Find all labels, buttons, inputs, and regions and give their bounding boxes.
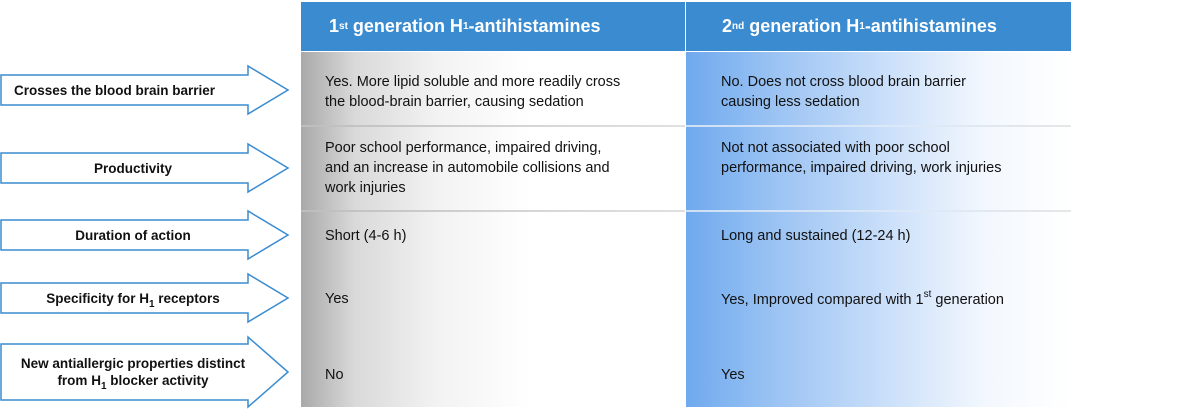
cell-2nd-blood-brain-barrier: No. Does not cross blood brain barrier c…	[721, 72, 1056, 112]
cell-1st-blood-brain-barrier: Yes. More lipid soluble and more readily…	[325, 72, 670, 112]
cell-1st-duration: Short (4-6 h)	[325, 226, 670, 246]
cell-line: Short (4-6 h)	[325, 228, 407, 244]
second-generation-column	[686, 52, 1071, 407]
row-label: Productivity	[93, 160, 172, 176]
cell-1st-antiallergic: No	[325, 365, 670, 385]
cell-line: No. Does not cross blood brain barrier	[721, 74, 967, 90]
cell-line: causing less sedation	[721, 94, 860, 110]
arrow-label-duration: Duration of action	[0, 209, 290, 261]
arrow-shape	[0, 272, 290, 324]
cell-line: work injuries	[325, 180, 406, 196]
cell-line: Long and sustained (12-24 h)	[721, 228, 911, 244]
row-divider	[686, 210, 1071, 212]
cell-line: Yes	[721, 367, 745, 383]
arrow-shape	[0, 64, 290, 116]
cell-line: performance, impaired driving, work inju…	[721, 160, 1002, 176]
cell-line: the blood-brain barrier, causing sedatio…	[325, 94, 584, 110]
cell-line: Poor school performance, impaired drivin…	[325, 140, 602, 156]
label-text: from H	[57, 373, 101, 388]
header-text: 2	[722, 16, 733, 36]
row-divider	[301, 125, 685, 127]
label-text: receptors	[154, 290, 220, 306]
row-label: Specificity for H1 receptors	[0, 273, 266, 323]
cell-1st-specificity: Yes	[325, 289, 670, 309]
label-text: blocker activity	[106, 373, 209, 388]
cell-line: Not not associated with poor school	[721, 140, 950, 156]
cell-line: Yes. More lipid soluble and more readily…	[325, 74, 621, 90]
cell-2nd-specificity: Yes, Improved compared with 1st generati…	[721, 290, 1056, 310]
row-label: Duration of action	[75, 227, 191, 243]
arrow-shape	[0, 335, 290, 409]
cell-1st-productivity: Poor school performance, impaired drivin…	[325, 138, 670, 198]
label-subscript: 1	[100, 381, 107, 392]
arrow-label-specificity: Specificity for H1 receptors	[0, 272, 290, 324]
row-divider	[301, 210, 685, 212]
first-generation-column	[301, 52, 685, 407]
arrow-shape	[0, 209, 290, 261]
arrow-shape	[0, 142, 290, 194]
cell-line: Yes	[325, 291, 349, 307]
arrow-label-antiallergic: New antiallergic properties distinct fro…	[0, 335, 290, 409]
header-text: generation H	[744, 16, 860, 36]
cell-2nd-productivity: Not not associated with poor school perf…	[721, 138, 1056, 178]
cell-text: Yes, Improved compared with 1	[721, 292, 924, 308]
header-text: -antihistamines	[864, 16, 997, 36]
header-text: generation H	[347, 16, 463, 36]
cell-2nd-antiallergic: Yes	[721, 365, 1056, 385]
row-divider	[686, 125, 1071, 127]
arrow-label-blood-brain-barrier: Crosses the blood brain barrier	[0, 64, 290, 116]
header-text: 1	[329, 16, 340, 36]
label-subscript: 1	[148, 298, 155, 310]
cell-2nd-duration: Long and sustained (12-24 h)	[721, 226, 1056, 246]
arrow-label-productivity: Productivity	[0, 142, 290, 194]
label-text: Specificity for H	[46, 290, 149, 306]
row-label: Crosses the blood brain barrier	[14, 82, 216, 98]
cell-line: and an increase in automobile collisions…	[325, 160, 610, 176]
header-text: -antihistamines	[468, 16, 601, 36]
cell-line: Yes, Improved compared with 1st generati…	[721, 290, 1056, 310]
cell-text: generation	[931, 292, 1004, 308]
label-text: New antiallergic properties distinct	[20, 356, 246, 371]
cell-line: No	[325, 367, 344, 383]
row-label: New antiallergic properties distinct fro…	[0, 336, 266, 408]
cell-superscript: st	[923, 289, 932, 300]
